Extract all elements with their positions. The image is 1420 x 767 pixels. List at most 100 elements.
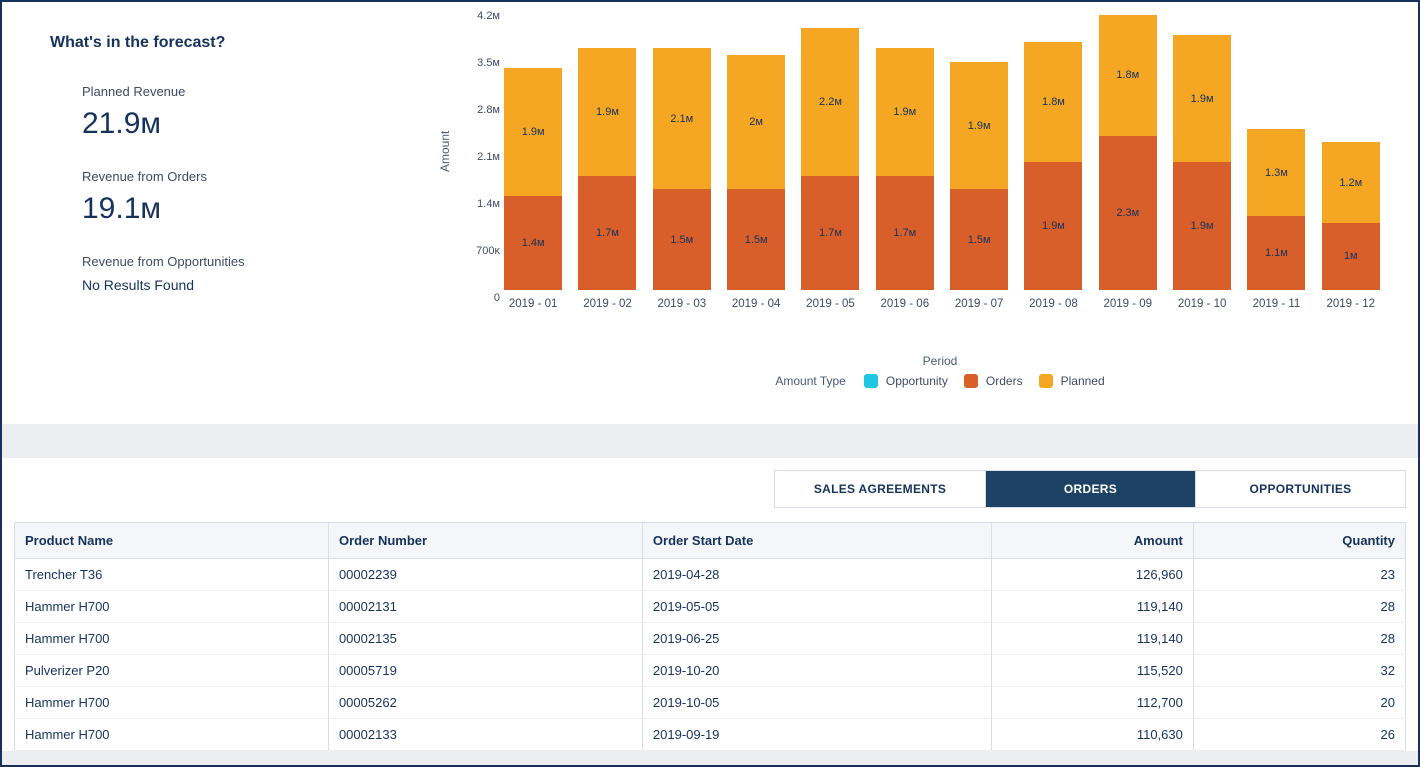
- legend-item-orders[interactable]: Orders: [964, 374, 1023, 388]
- chart-bar-segment-orders: 1.1ᴍ: [1247, 216, 1305, 290]
- orders-panel: SALES AGREEMENTSORDERSOPPORTUNITIES Prod…: [2, 458, 1418, 751]
- table-header[interactable]: Order Number: [328, 523, 642, 559]
- table-row[interactable]: Hammer H700000021312019-05-05119,14028: [15, 591, 1406, 623]
- table-cell: 2019-06-25: [642, 623, 991, 655]
- chart-bar[interactable]: 1.9ᴍ1.8ᴍ2019 - 08: [1022, 42, 1084, 310]
- table-cell: 2019-09-19: [642, 719, 991, 751]
- table-cell: 26: [1193, 719, 1405, 751]
- table-cell: Pulverizer P20: [15, 655, 329, 687]
- summary-title: What's in the forecast?: [50, 34, 390, 52]
- table-cell: Hammer H700: [15, 623, 329, 655]
- chart-y-tick: 2.8ᴍ: [477, 104, 500, 116]
- tab-opportunities[interactable]: OPPORTUNITIES: [1195, 471, 1405, 507]
- table-cell: 115,520: [992, 655, 1194, 687]
- metric-revenue-opportunities: Revenue from Opportunities No Results Fo…: [82, 254, 390, 293]
- table-cell: Hammer H700: [15, 719, 329, 751]
- table-cell: 119,140: [992, 591, 1194, 623]
- table-cell: Hammer H700: [15, 687, 329, 719]
- chart-x-tick: 2019 - 07: [955, 298, 1004, 310]
- tab-orders[interactable]: ORDERS: [985, 471, 1195, 507]
- legend-label: Opportunity: [886, 374, 948, 388]
- table-cell: 00005262: [328, 687, 642, 719]
- chart-legend: Amount Type OpportunityOrdersPlanned: [490, 374, 1390, 388]
- chart-y-tick: 3.5ᴍ: [477, 57, 500, 69]
- metric-label: Planned Revenue: [82, 84, 390, 99]
- chart-bar-segment-planned: 1.9ᴍ: [950, 62, 1008, 190]
- chart-bar[interactable]: 1ᴍ1.2ᴍ2019 - 12: [1320, 142, 1382, 310]
- chart-x-tick: 2019 - 11: [1253, 298, 1301, 310]
- chart-bar[interactable]: 1.5ᴍ1.9ᴍ2019 - 07: [948, 62, 1010, 310]
- chart-y-tick: 1.4ᴍ: [477, 198, 500, 210]
- table-cell: 2019-10-05: [642, 687, 991, 719]
- chart-bar[interactable]: 1.4ᴍ1.9ᴍ2019 - 01: [502, 68, 564, 310]
- chart-bar[interactable]: 1.1ᴍ1.3ᴍ 2019 - 11: [1245, 129, 1307, 310]
- legend-item-opportunity[interactable]: Opportunity: [864, 374, 948, 388]
- table-cell: 20: [1193, 687, 1405, 719]
- metric-label: Revenue from Opportunities: [82, 254, 390, 269]
- chart-bar[interactable]: 2.3ᴍ1.8ᴍ2019 - 09: [1097, 15, 1159, 310]
- metric-no-results: No Results Found: [82, 277, 390, 293]
- table-cell: 28: [1193, 591, 1405, 623]
- chart-bar-segment-orders: 2.3ᴍ: [1099, 136, 1157, 290]
- chart-bar-segment-planned: 1.9ᴍ: [1173, 35, 1231, 163]
- table-cell: 28: [1193, 623, 1405, 655]
- tabs: SALES AGREEMENTSORDERSOPPORTUNITIES: [774, 470, 1406, 508]
- chart-bar-segment-orders: 1.9ᴍ: [1173, 162, 1231, 290]
- chart-bar-segment-planned: 1.9ᴍ: [578, 48, 636, 176]
- table-row[interactable]: Trencher T36000022392019-04-28126,96023: [15, 559, 1406, 591]
- table-cell: 00002135: [328, 623, 642, 655]
- chart-bar-segment-planned: 1.2ᴍ: [1322, 142, 1380, 223]
- legend-label: Orders: [986, 374, 1023, 388]
- metric-label: Revenue from Orders: [82, 169, 390, 184]
- chart-y-tick: 4.2ᴍ: [477, 10, 500, 22]
- chart-x-tick: 2019 - 10: [1178, 298, 1227, 310]
- chart-bar[interactable]: 1.5ᴍ2.1ᴍ2019 - 03: [651, 48, 713, 310]
- chart-bar-segment-planned: 1.3ᴍ: [1247, 129, 1305, 216]
- chart-y-axis-label: Amount: [438, 131, 452, 172]
- chart-bar[interactable]: 1.9ᴍ1.9ᴍ 2019 - 10: [1171, 35, 1233, 310]
- chart-bar-segment-orders: 1.5ᴍ: [653, 189, 711, 290]
- chart-bar[interactable]: 1.7ᴍ1.9ᴍ 2019 - 02: [576, 48, 638, 310]
- table-header[interactable]: Amount: [992, 523, 1194, 559]
- legend-swatch: [964, 374, 978, 388]
- metric-value: 21.9ᴍ: [82, 107, 390, 141]
- table-cell: 00002133: [328, 719, 642, 751]
- tab-sales-agreements[interactable]: SALES AGREEMENTS: [775, 471, 985, 507]
- legend-item-planned[interactable]: Planned: [1039, 374, 1105, 388]
- forecast-chart: Amount 0700ᴋ1.4ᴍ2.1ᴍ2.8ᴍ3.5ᴍ4.2ᴍ 1.4ᴍ1.9…: [430, 22, 1390, 412]
- chart-y-ticks: 0700ᴋ1.4ᴍ2.1ᴍ2.8ᴍ3.5ᴍ4.2ᴍ: [458, 28, 502, 310]
- legend-swatch: [1039, 374, 1053, 388]
- chart-bar[interactable]: 1.5ᴍ2ᴍ2019 - 04: [725, 55, 787, 310]
- chart-bar-segment-orders: 1.7ᴍ: [801, 176, 859, 290]
- table-row[interactable]: Hammer H700000052622019-10-05112,70020: [15, 687, 1406, 719]
- table-row[interactable]: Hammer H700000021332019-09-19110,63026: [15, 719, 1406, 751]
- chart-x-tick: 2019 - 04: [732, 298, 781, 310]
- table-cell: 2019-10-20: [642, 655, 991, 687]
- table-cell: 126,960: [992, 559, 1194, 591]
- chart-y-tick: 2.1ᴍ: [477, 151, 500, 163]
- table-cell: 112,700: [992, 687, 1194, 719]
- chart-bar-segment-planned: 2ᴍ: [727, 55, 785, 189]
- table-cell: 2019-04-28: [642, 559, 991, 591]
- chart-x-tick: 2019 - 08: [1029, 298, 1078, 310]
- chart-bar[interactable]: 1.7ᴍ1.9ᴍ2019 - 06: [874, 48, 936, 310]
- table-cell: 32: [1193, 655, 1405, 687]
- summary-column: What's in the forecast? Planned Revenue …: [50, 22, 390, 412]
- chart-x-tick: 2019 - 05: [806, 298, 855, 310]
- table-header[interactable]: Product Name: [15, 523, 329, 559]
- table-header[interactable]: Quantity: [1193, 523, 1405, 559]
- chart-bar[interactable]: 1.7ᴍ2.2ᴍ 2019 - 05: [799, 28, 861, 310]
- table-cell: 00002131: [328, 591, 642, 623]
- chart-x-tick: 2019 - 02: [583, 298, 632, 310]
- table-row[interactable]: Pulverizer P20000057192019-10-20115,5203…: [15, 655, 1406, 687]
- metric-value: 19.1ᴍ: [82, 192, 390, 226]
- chart-bar-segment-planned: 1.9ᴍ: [876, 48, 934, 176]
- table-header[interactable]: Order Start Date: [642, 523, 991, 559]
- table-cell: 23: [1193, 559, 1405, 591]
- chart-bar-segment-planned: 2.2ᴍ: [801, 28, 859, 176]
- chart-bar-segment-orders: 1.7ᴍ: [578, 176, 636, 290]
- chart-x-tick: 2019 - 06: [881, 298, 930, 310]
- chart-bar-segment-orders: 1.4ᴍ: [504, 196, 562, 290]
- chart-bar-segment-planned: 1.9ᴍ: [504, 68, 562, 196]
- table-row[interactable]: Hammer H700000021352019-06-25119,14028: [15, 623, 1406, 655]
